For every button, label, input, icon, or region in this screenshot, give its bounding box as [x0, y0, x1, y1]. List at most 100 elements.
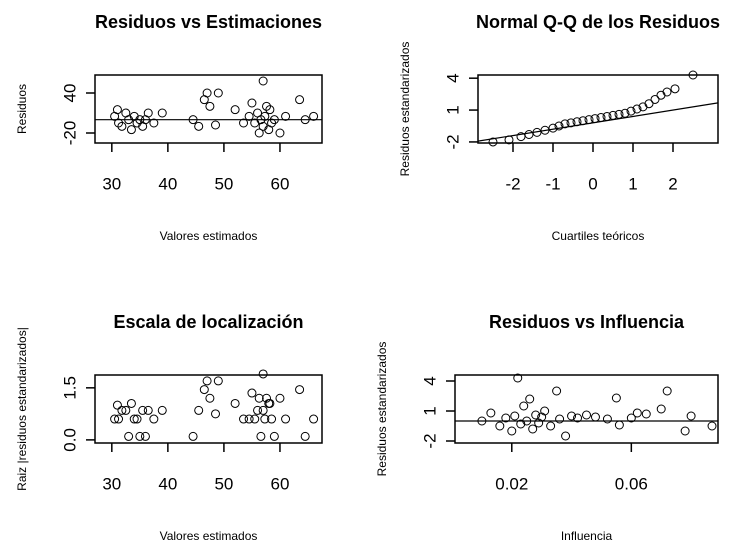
point: [582, 410, 591, 420]
point: [584, 115, 594, 125]
point: [596, 113, 606, 122]
point: [548, 123, 558, 133]
point: [537, 412, 547, 422]
x-tick-label: 50: [214, 174, 233, 193]
panel-title: Escala de localización: [113, 312, 303, 332]
point: [256, 431, 266, 441]
point: [626, 413, 636, 423]
point: [495, 421, 505, 431]
point: [149, 118, 159, 128]
point: [239, 414, 249, 424]
panel-title: Normal Q-Q de los Residuos: [476, 12, 720, 32]
point: [244, 414, 254, 424]
point: [516, 419, 526, 429]
y-tick-label: 4: [420, 376, 439, 385]
point: [309, 414, 319, 424]
point: [510, 411, 520, 421]
point: [126, 125, 136, 135]
point: [269, 115, 279, 125]
x-tick-label: 1: [628, 174, 637, 193]
point: [501, 413, 511, 423]
point: [524, 130, 534, 139]
point: [211, 120, 221, 130]
point: [573, 413, 583, 423]
point: [230, 398, 240, 408]
point: [516, 132, 526, 142]
point: [534, 418, 544, 428]
point: [662, 87, 672, 97]
point: [149, 414, 159, 424]
point: [309, 111, 319, 121]
plot-frame: [477, 74, 719, 144]
reference-line: [477, 102, 719, 142]
point: [281, 111, 291, 121]
point: [590, 412, 600, 422]
point: [129, 414, 139, 424]
point: [632, 104, 642, 114]
point: [254, 128, 264, 138]
point: [662, 386, 672, 396]
point: [650, 94, 660, 104]
point: [614, 109, 624, 119]
point: [275, 393, 285, 403]
point: [262, 101, 272, 111]
point: [258, 76, 268, 86]
point: [247, 98, 257, 108]
panel-title: Residuos vs Estimaciones: [95, 12, 322, 32]
y-tick-label: 4: [443, 73, 462, 82]
x-tick-label: 0: [588, 174, 597, 193]
point: [295, 385, 305, 395]
point: [250, 414, 260, 424]
point: [656, 404, 666, 414]
point: [688, 70, 698, 80]
point: [188, 115, 198, 125]
point: [578, 116, 588, 126]
point: [602, 111, 612, 121]
x-tick-label: 60: [271, 174, 290, 193]
point: [554, 121, 564, 131]
point: [555, 414, 565, 424]
point: [546, 421, 556, 431]
point: [608, 110, 618, 120]
point: [567, 411, 577, 421]
point: [213, 376, 223, 386]
point: [519, 401, 529, 411]
x-tick-label: -2: [505, 174, 520, 193]
point: [258, 369, 268, 379]
x-tick-label: 50: [214, 474, 233, 493]
point: [275, 128, 285, 138]
x-tick-label: 40: [158, 174, 177, 193]
x-tick-label: 30: [102, 174, 121, 193]
point: [157, 405, 167, 415]
point: [194, 405, 204, 415]
point: [260, 111, 270, 121]
point: [117, 405, 127, 415]
plot-frame: [94, 74, 323, 144]
point: [656, 90, 666, 100]
point: [267, 118, 277, 128]
point: [132, 414, 142, 424]
point: [121, 405, 131, 415]
y-tick-label: 40: [60, 84, 79, 103]
point: [265, 398, 275, 408]
point: [632, 408, 642, 418]
y-axis-label: Residuos: [15, 84, 29, 134]
point: [194, 121, 204, 131]
point: [525, 394, 535, 404]
point: [247, 388, 257, 398]
point: [531, 410, 541, 420]
point: [488, 137, 498, 147]
point: [281, 414, 291, 424]
point: [112, 400, 122, 410]
point: [188, 431, 198, 441]
point: [126, 398, 136, 408]
point: [300, 431, 310, 441]
point: [230, 105, 240, 115]
point: [626, 106, 636, 116]
x-axis-label: Influencia: [561, 529, 613, 543]
point: [641, 409, 651, 419]
point: [244, 111, 254, 121]
point: [258, 405, 268, 415]
